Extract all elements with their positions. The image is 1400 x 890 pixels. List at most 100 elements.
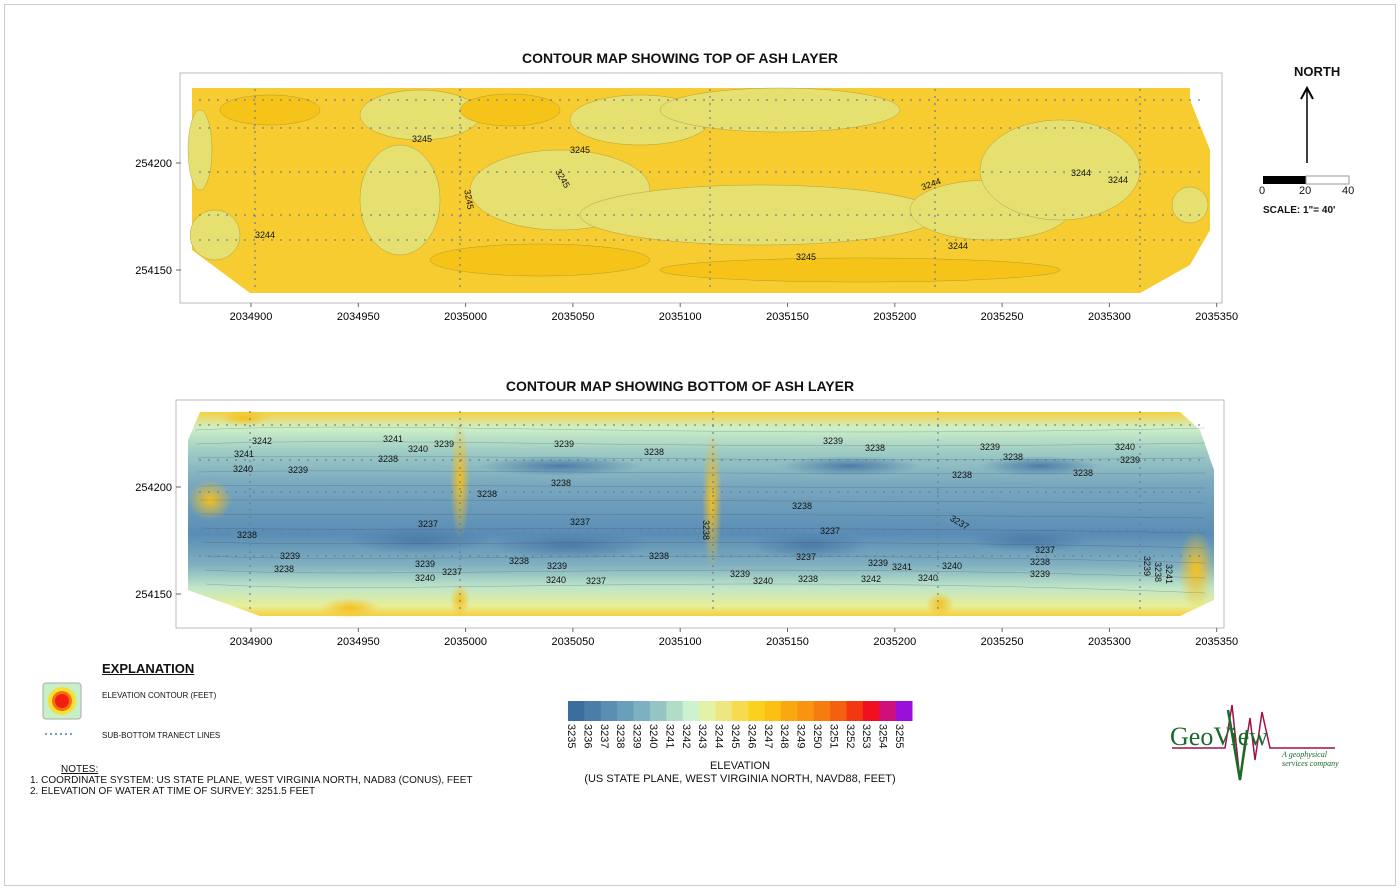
transect-point [1139,509,1141,511]
transect-point [1090,459,1092,461]
transect-point [709,236,711,238]
transect-point [459,194,461,196]
colorbar-tick-label: 3245 [729,724,741,749]
contour-line [204,569,1206,579]
transect-point [459,236,461,238]
transect-point [254,257,256,259]
transect-point [982,529,984,531]
transect-point [262,214,264,216]
transect-point [1117,491,1119,493]
transect-point [748,214,750,216]
transect-point [658,239,660,241]
transect-point [901,99,903,101]
transect-point [829,529,831,531]
transect-point [934,285,936,287]
transect-point [1099,214,1101,216]
transect-point [532,171,534,173]
transect-point [928,214,930,216]
transect-point [352,214,354,216]
transect-point [964,214,966,216]
transect-point [249,537,251,539]
contour-label: 3241 [234,449,254,459]
x-tick-label: 2035300 [1088,636,1131,648]
transect-point [415,555,417,557]
transect-point [271,171,273,173]
contour-high [220,410,270,426]
transect-point [694,99,696,101]
transect-point [802,491,804,493]
transect-point [955,459,957,461]
transect-point [550,491,552,493]
transect-point [838,459,840,461]
transect-point [712,555,714,557]
transect-point [1162,171,1164,173]
transect-point [748,491,750,493]
transect-point [766,459,768,461]
transect-point [254,110,256,112]
colorbar-swatch [813,701,831,721]
transect-point [406,214,408,216]
transect-point [298,555,300,557]
contour-label: 3237 [1035,545,1055,555]
transect-point [1009,529,1011,531]
transect-point [244,171,246,173]
transect-point [934,124,936,126]
transect-point [1090,555,1092,557]
transect-point [937,99,939,101]
legend-contour-label: ELEVATION CONTOUR (FEET) [102,691,217,700]
transect-point [1139,243,1141,245]
transect-point [739,529,741,531]
transect-point [307,491,309,493]
transect-point [1135,555,1137,557]
note-1: 1. COORDINATE SYSTEM: US STATE PLANE, WE… [30,775,473,786]
transect-point [1171,424,1173,426]
transect-point [388,214,390,216]
transect-point [459,579,461,581]
transect-point [352,171,354,173]
transect-point [604,214,606,216]
transect-point [874,529,876,531]
transect-point [820,491,822,493]
transect-point [595,555,597,557]
transect-point [1027,99,1029,101]
colorbar-tick-label: 3255 [893,724,905,749]
transect-point [883,459,885,461]
transect-point [249,502,251,504]
transect-point [622,529,624,531]
transect-point [613,424,615,426]
transect-point [343,491,345,493]
transect-point [550,127,552,129]
transect-point [1198,239,1200,241]
transect-point [307,99,309,101]
colorbar-swatch [568,701,585,721]
contour-label: 3239 [730,569,750,579]
transect-point [793,99,795,101]
transect-point [928,491,930,493]
contour-low [780,456,920,476]
transect-point [532,424,534,426]
transect-point [766,99,768,101]
transect-point [712,600,714,602]
transect-point [1139,453,1141,455]
transect-point [1139,236,1141,238]
transect-point [235,99,237,101]
transect-point [766,171,768,173]
transect-point [460,491,462,493]
north-label: NORTH [1294,64,1341,79]
transect-point [667,127,669,129]
transect-point [937,523,939,525]
contour-label: 3238 [509,556,529,566]
transect-point [1045,529,1047,531]
transect-point [946,239,948,241]
transect-point [937,586,939,588]
colorbar-tick-label: 3250 [811,724,823,749]
transect-point [433,424,435,426]
contour-low [980,456,1100,476]
contour-label: 3241 [383,434,403,444]
transect-point [667,555,669,557]
transect-point [649,424,651,426]
transect-point [712,239,714,241]
transect-point [613,99,615,101]
x-tick-label: 2035150 [766,636,809,648]
transect-point [249,425,251,427]
